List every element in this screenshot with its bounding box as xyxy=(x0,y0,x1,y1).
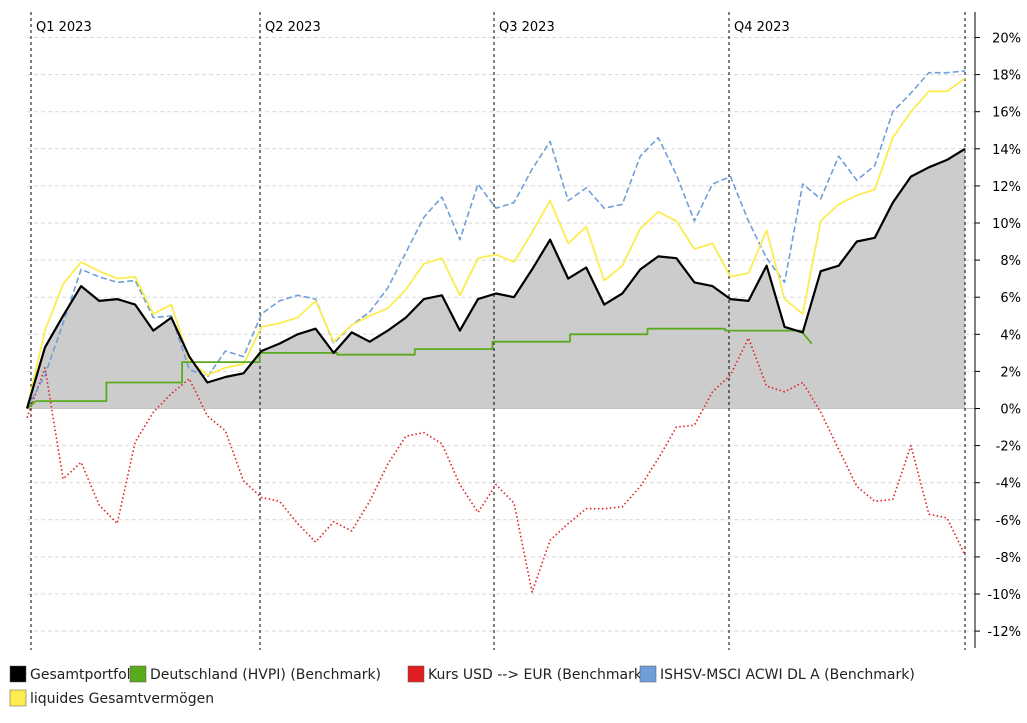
y-tick-label-4: 4% xyxy=(1000,328,1021,343)
series-line-ishsv-msci-acwi-dl-a-benchmark xyxy=(26,70,966,409)
legend-label-kurs-usd-eur-benchmark: Kurs USD --> EUR (Benchmark) xyxy=(428,667,647,683)
y-tick-label-12: 12% xyxy=(992,180,1021,195)
y-tick-label-2: -2% xyxy=(996,440,1021,455)
y-tick-label-0: 0% xyxy=(1000,403,1021,418)
legend-swatch-kurs-usd-eur-benchmark xyxy=(407,665,425,683)
y-tick-label-12: -12% xyxy=(987,625,1021,640)
quarter-label-q4-2023: Q4 2023 xyxy=(734,20,790,35)
y-tick-label-20: 20% xyxy=(992,32,1021,47)
series-lines xyxy=(25,70,966,593)
quarter-label-q2-2023: Q2 2023 xyxy=(265,20,321,35)
gesamtportfolio-area xyxy=(27,148,965,409)
legend: Gesamtportfolio Deutschland (HVPI) (Bench… xyxy=(9,665,915,707)
series-line-kurs-usd-eur-benchmark xyxy=(26,337,966,593)
y-tick-label-8: 8% xyxy=(1000,254,1021,269)
legend-label-gesamtportfolio: Gesamtportfolio xyxy=(30,667,143,683)
legend-swatch-ishsv-msci-acwi-dl-a-benchmark xyxy=(639,665,657,683)
y-tick-label-10: 10% xyxy=(992,217,1021,232)
y-tick-label-18: 18% xyxy=(992,69,1021,84)
quarter-label-q1-2023: Q1 2023 xyxy=(36,20,92,35)
quarter-label-q3-2023: Q3 2023 xyxy=(499,20,555,35)
legend-label-liquides-gesamtverm-gen: liquides Gesamtvermögen xyxy=(30,691,214,707)
series-line-gesamtportfolio xyxy=(25,147,966,409)
legend-label-ishsv-msci-acwi-dl-a-benchmark: ISHSV-MSCI ACWI DL A (Benchmark) xyxy=(660,667,915,683)
y-tick-label-4: -4% xyxy=(996,477,1021,492)
series-line-deutschland-hvpi-benchmark xyxy=(26,327,813,410)
y-tick-label-8: -8% xyxy=(996,551,1021,566)
y-tick-label-6: -6% xyxy=(996,514,1021,529)
legend-swatch-liquides-gesamtverm-gen xyxy=(9,689,27,707)
y-tick-label-16: 16% xyxy=(992,106,1021,121)
y-axis: 20% 18% 16% 14% 12% 10% 8% 6% 4% 2% 0% -2% -4% -6% -8%… xyxy=(974,12,1021,648)
y-tick-label-14: 14% xyxy=(992,143,1021,158)
y-tick-label-2: 2% xyxy=(1000,365,1021,380)
y-tick-label-10: -10% xyxy=(987,588,1021,603)
legend-swatch-deutschland-hvpi-benchmark xyxy=(129,665,147,683)
legend-label-deutschland-hvpi-benchmark: Deutschland (HVPI) (Benchmark) xyxy=(150,667,381,683)
y-tick-label-6: 6% xyxy=(1000,291,1021,306)
legend-swatch-gesamtportfolio xyxy=(9,665,27,683)
